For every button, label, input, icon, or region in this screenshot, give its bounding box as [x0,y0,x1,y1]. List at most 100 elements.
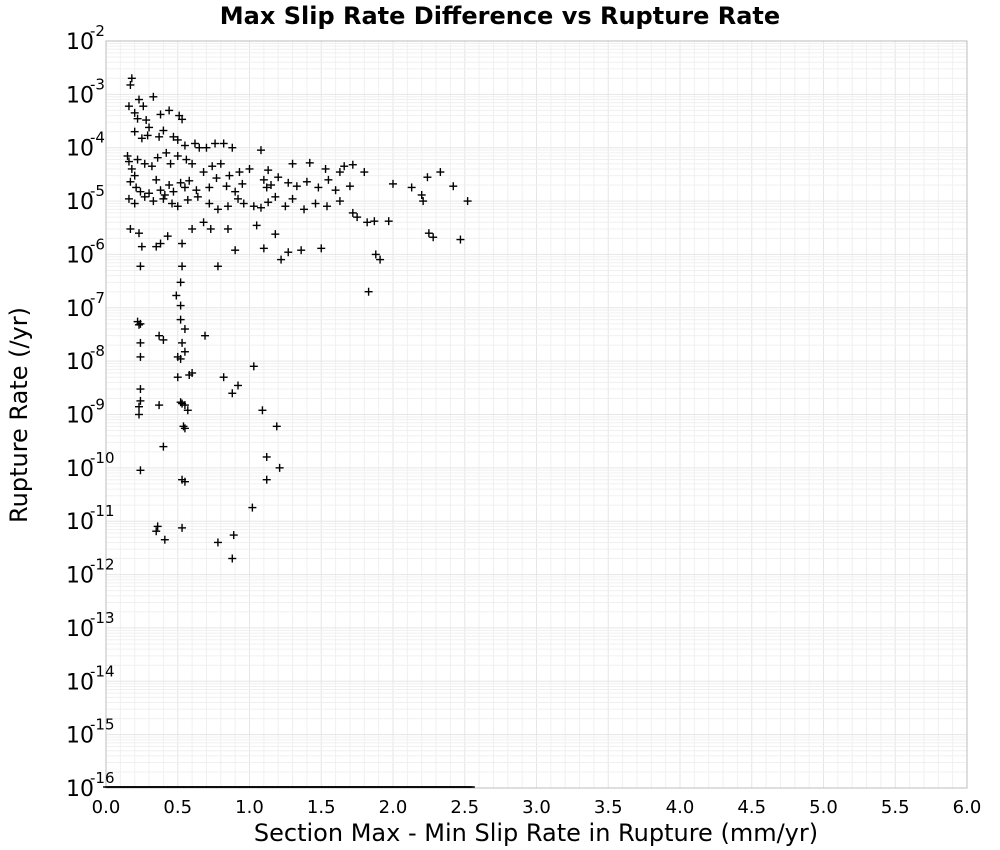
data-point [219,373,228,382]
data-point [262,183,271,192]
x-tick-label: 1.5 [307,797,336,818]
data-point [136,338,145,347]
data-point [264,198,273,207]
data-point [419,197,428,206]
data-point [228,389,237,398]
data-point [219,139,228,148]
y-tick-exponent: -8 [90,342,105,360]
data-point [311,199,320,208]
data-point [180,141,189,150]
data-point [165,106,174,115]
data-point [201,331,210,340]
data-point [133,155,142,164]
data-point [152,175,161,184]
y-tick-label: 10 [66,83,94,108]
data-point [228,554,237,563]
y-axis-ticks: 10-210-310-410-510-610-710-810-910-1010-… [66,22,115,802]
data-point [288,194,297,203]
data-point [213,538,222,547]
y-tick-label: 10 [66,724,94,749]
data-point [262,452,271,461]
data-point [180,347,189,356]
y-tick-exponent: -13 [90,609,115,627]
data-point [371,250,380,259]
y-tick-exponent: -7 [90,289,105,307]
chart-title: Max Slip Rate Difference vs Rupture Rate [220,2,780,30]
x-axis-label: Section Max - Min Slip Rate in Rupture (… [254,819,818,847]
y-axis-label: Rupture Rate (/yr) [5,307,33,523]
data-point [163,232,172,241]
data-point [130,171,139,180]
data-point [274,173,283,182]
data-point [456,235,465,244]
data-point [252,221,261,230]
data-point [248,503,257,512]
data-point [136,262,145,271]
y-tick-exponent: -6 [90,235,105,253]
data-point [153,153,162,162]
data-point [160,535,169,544]
data-point [149,92,158,101]
data-point [340,162,349,171]
data-point [407,183,416,192]
data-point [275,463,284,472]
data-point [180,183,189,192]
data-point [267,181,276,190]
data-point [284,248,293,257]
data-point [321,164,330,173]
data-point [190,139,199,148]
data-point [239,199,248,208]
y-tick-exponent: -5 [90,182,105,200]
data-point [145,189,154,198]
data-point [173,373,182,382]
data-point [353,213,362,222]
data-point [429,233,438,242]
data-point [259,244,268,253]
grid-lines [105,41,968,789]
data-point [176,178,185,187]
data-point [199,218,208,227]
x-tick-label: 4.5 [737,797,766,818]
data-point [169,132,178,141]
data-point [238,179,247,188]
data-point [205,183,214,192]
y-tick-exponent: -3 [90,75,105,93]
data-point [185,176,194,185]
data-point [272,422,281,431]
data-point [292,182,301,191]
data-point [142,116,151,125]
data-point [183,195,192,204]
data-point [176,354,185,363]
data-point [424,229,433,238]
data-point [188,368,197,377]
data-point [370,217,379,226]
data-point [212,174,221,183]
x-tick-label: 0.0 [92,797,121,818]
data-point [155,401,164,410]
data-point [205,199,214,208]
data-point [173,202,182,211]
data-point [348,208,357,217]
data-point [281,202,290,211]
data-point [140,159,149,168]
data-point [300,205,309,214]
data-point [223,202,232,211]
data-point [139,102,148,111]
data-point [152,527,161,536]
y-tick-label: 10 [66,137,94,162]
data-point [363,218,372,227]
x-tick-label: 1.0 [235,797,264,818]
data-point [152,242,161,251]
data-point [169,187,178,196]
data-point [136,319,145,328]
x-tick-label: 5.5 [881,797,910,818]
data-point [317,244,326,253]
data-point [288,159,297,168]
data-point [302,177,311,186]
data-point [162,148,171,157]
data-point [172,291,181,300]
data-point [176,398,185,407]
x-axis-ticks: 0.0 0.5 1.0 1.5 2.0 2.5 3.0 3.5 4.0 4.5 5.0 5.5 6.0 [92,797,982,818]
data-point [135,320,144,329]
